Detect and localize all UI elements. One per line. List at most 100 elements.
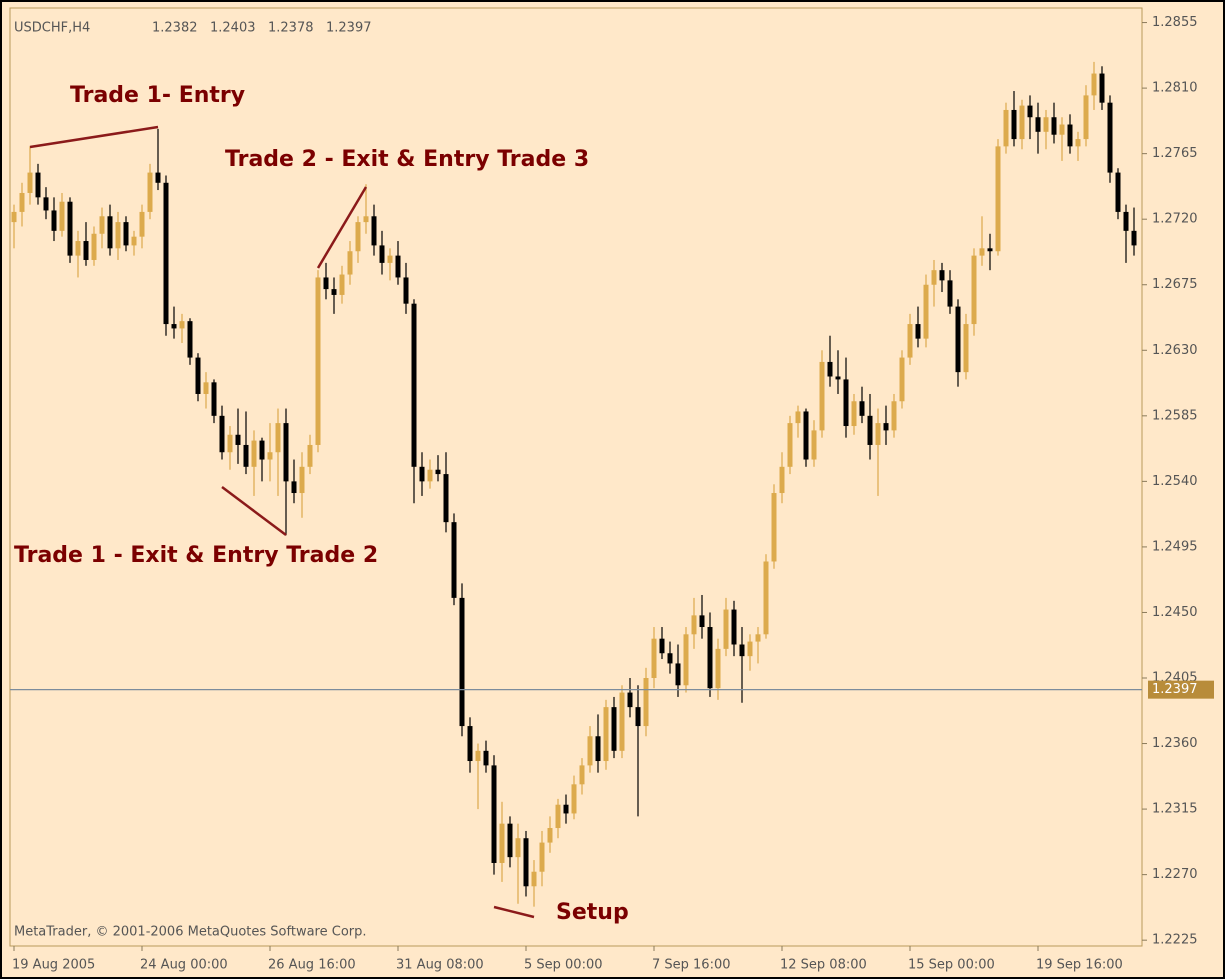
candle-body <box>483 750 489 766</box>
candle-body <box>419 466 425 482</box>
candle-body <box>435 469 441 475</box>
candle-body <box>603 707 609 762</box>
x-tick-label: 24 Aug 00:00 <box>140 958 228 973</box>
candle-body <box>571 784 577 814</box>
candle-body <box>67 201 73 256</box>
annotation: Trade 2 - Exit & Entry Trade 3 <box>225 147 589 172</box>
candle-body <box>331 289 337 295</box>
candle-body <box>979 248 985 256</box>
y-tick-label: 1.2495 <box>1152 539 1198 554</box>
candle-body <box>427 469 433 482</box>
header-value: 1.2378 <box>268 21 314 36</box>
candle-body <box>1115 172 1121 212</box>
candle-body <box>763 561 769 635</box>
candle-body <box>299 466 305 494</box>
y-tick-label: 1.2855 <box>1152 15 1198 30</box>
candle-body <box>1083 95 1089 140</box>
candle-body <box>323 277 329 290</box>
candle-body <box>659 638 665 654</box>
candle-body <box>971 255 977 325</box>
candle-body <box>891 401 897 431</box>
candle-body <box>787 423 793 467</box>
candle-body <box>1027 105 1033 118</box>
x-tick-label: 26 Aug 16:00 <box>268 958 356 973</box>
candle-body <box>811 430 817 460</box>
candle-body <box>115 222 121 249</box>
candle-body <box>491 765 497 863</box>
candle-body <box>443 474 449 523</box>
candle-body <box>699 615 705 628</box>
candle-body <box>747 641 753 657</box>
y-tick-label: 1.2450 <box>1152 605 1198 620</box>
candle-body <box>1043 117 1049 132</box>
x-tick-label: 5 Sep 00:00 <box>524 958 603 973</box>
candle-body <box>363 216 369 223</box>
candle-body <box>507 823 513 858</box>
candle-body <box>851 401 857 427</box>
candle-body <box>315 277 321 445</box>
candle-body <box>387 255 393 263</box>
candle-body <box>19 192 25 212</box>
candle-body <box>27 172 33 193</box>
candle-body <box>403 277 409 304</box>
annotation: Trade 1 - Exit & Entry Trade 2 <box>14 543 378 568</box>
trend-line <box>29 125 159 149</box>
y-tick-label: 1.2675 <box>1152 277 1198 292</box>
candle-body <box>11 211 17 223</box>
candle-body <box>859 401 865 416</box>
candle-body <box>307 444 313 467</box>
header-value: 1.2403 <box>210 21 256 36</box>
bid-label-box <box>1148 680 1214 699</box>
candle-body <box>707 627 713 689</box>
candle-body <box>635 707 641 727</box>
candle-body <box>563 804 569 814</box>
candle-body <box>691 615 697 635</box>
candle-body <box>523 838 529 887</box>
candle-body <box>35 172 41 198</box>
candle-body <box>867 415 873 445</box>
x-tick-label: 12 Sep 08:00 <box>780 958 867 973</box>
candle-body <box>371 216 377 246</box>
candle-body <box>907 324 913 358</box>
candle-body <box>51 210 57 231</box>
header-value: 1.2397 <box>326 21 372 36</box>
candle-body <box>987 248 993 252</box>
x-tick-label: 7 Sep 16:00 <box>652 958 731 973</box>
candle-body <box>939 270 945 281</box>
candle-body <box>275 423 281 453</box>
candle-body <box>459 597 465 727</box>
candle-body <box>827 361 833 377</box>
candle-body <box>715 648 721 689</box>
candle-body <box>955 306 961 373</box>
y-tick-label: 1.2585 <box>1152 408 1198 423</box>
candle-body <box>259 440 265 460</box>
candle-body <box>515 838 521 858</box>
candle-body <box>931 270 937 285</box>
candle-body <box>219 415 225 453</box>
candle-body <box>43 197 49 211</box>
candle-body <box>1011 109 1017 140</box>
y-tick-label: 1.2765 <box>1152 146 1198 161</box>
candle-body <box>587 736 593 766</box>
candle-body <box>355 222 361 252</box>
candle-body <box>547 828 553 843</box>
candle-body <box>1123 211 1129 231</box>
y-tick-label: 1.2360 <box>1152 736 1198 751</box>
candle-body <box>1059 124 1065 135</box>
candle-body <box>235 434 241 445</box>
candle-body <box>467 726 473 762</box>
candle-body <box>675 663 681 686</box>
annotation: Setup <box>556 900 629 925</box>
candle-body <box>379 245 385 263</box>
candle-body <box>131 236 137 246</box>
candle-body <box>739 644 745 657</box>
trend-line <box>493 905 535 919</box>
candle-body <box>843 379 849 427</box>
candle-body <box>1091 73 1097 96</box>
candle-body <box>339 274 345 295</box>
candle-body <box>579 765 585 785</box>
candle-body <box>411 303 417 467</box>
candle-body <box>731 609 737 645</box>
